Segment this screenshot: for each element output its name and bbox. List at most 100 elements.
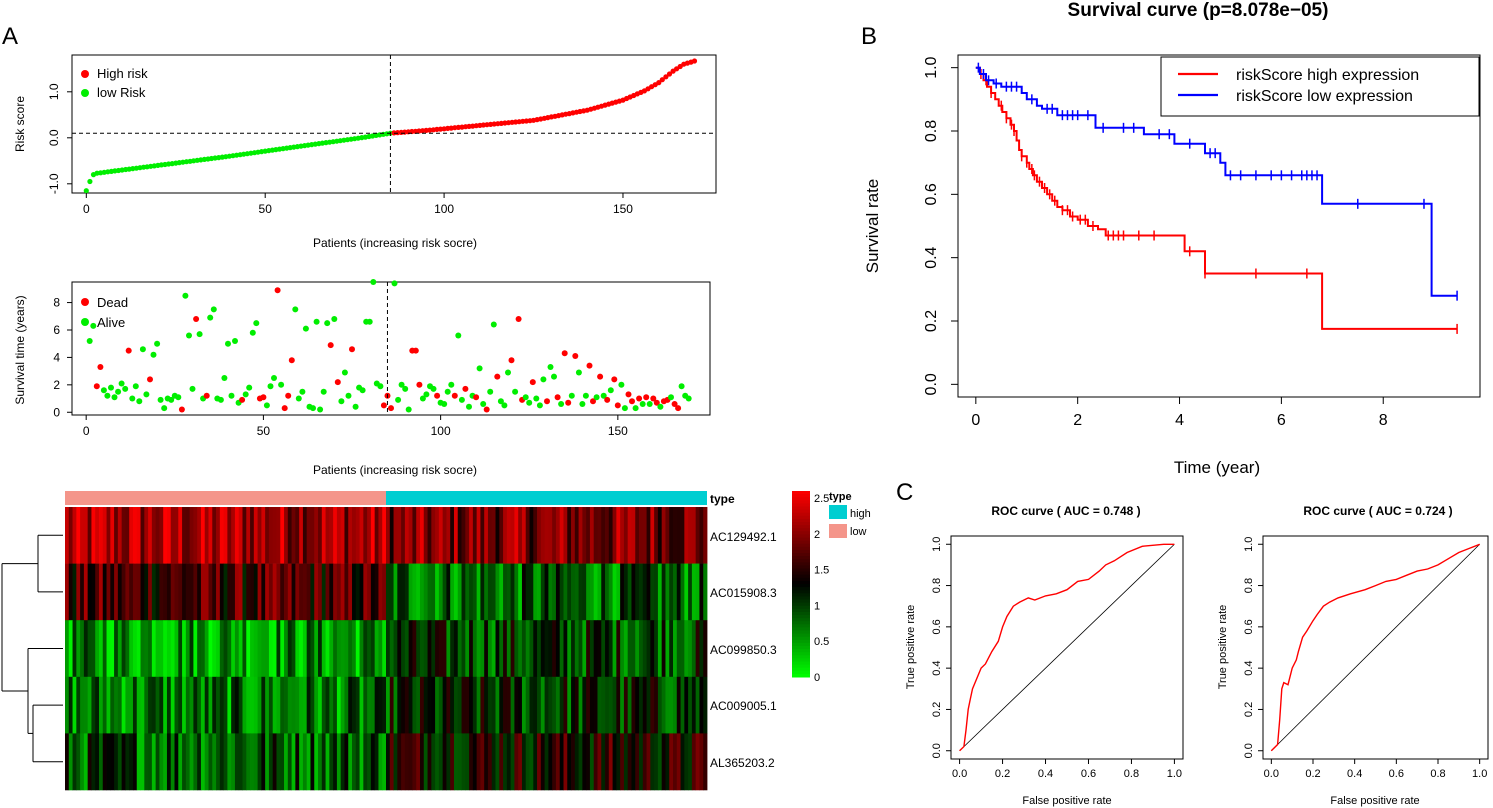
heatmap-cell <box>148 620 153 678</box>
heatmap-cell <box>506 676 512 734</box>
heatmap-cell <box>552 620 557 678</box>
heatmap-cell <box>612 676 617 734</box>
heatmap-cell <box>646 676 651 734</box>
heatmap-cell <box>114 507 119 564</box>
status-point <box>334 379 341 386</box>
heatmap-cell <box>397 733 402 791</box>
heatmap-cell <box>627 620 632 678</box>
heatmap-cell <box>472 733 478 791</box>
heatmap-cell <box>87 620 92 678</box>
heatmap-cell <box>665 733 670 791</box>
heatmap-cell <box>631 676 636 734</box>
heatmap-cell <box>639 676 644 734</box>
heatmap-cell <box>257 507 262 564</box>
heatmap-cell <box>268 676 274 734</box>
heatmap-cell <box>552 733 557 791</box>
heatmap-cell <box>185 563 191 621</box>
heatmap-cell <box>178 563 183 621</box>
colorbar-step <box>792 509 810 514</box>
heatmap-cell <box>393 507 398 564</box>
heatmap-cell <box>703 733 708 791</box>
heatmap-cell <box>442 563 447 621</box>
heatmap-cell <box>642 507 647 564</box>
status-point <box>561 350 568 357</box>
heatmap-cell <box>495 676 500 734</box>
status-point <box>614 402 621 409</box>
heatmap-cell <box>80 563 85 621</box>
status-point <box>572 353 579 359</box>
survival-xtick-label: 2 <box>1073 412 1082 429</box>
heatmap-cell <box>212 676 217 734</box>
heatmap-cell <box>386 563 391 621</box>
colorbar-step <box>792 503 810 507</box>
heatmap-cell <box>284 563 289 621</box>
heatmap-cell <box>574 507 579 564</box>
heatmap-cell <box>250 563 255 621</box>
heatmap-cell <box>673 676 678 734</box>
heatmap-cell <box>144 620 149 678</box>
heatmap-cell <box>306 733 311 791</box>
colorbar-step <box>792 537 810 542</box>
heatmap-cell <box>684 620 689 678</box>
heatmap-cell <box>589 507 595 564</box>
heatmap-cell <box>465 620 470 678</box>
survival-title: Survival curve (p=8.078e−05) <box>1068 0 1329 21</box>
roc2-xtick-label: 0.6 <box>1389 768 1404 780</box>
heatmap-cell <box>257 563 262 621</box>
colorbar-step <box>792 590 810 594</box>
status-point <box>455 332 462 339</box>
risk-ytick-label: 0.0 <box>47 129 61 146</box>
heatmap-cell <box>80 676 85 734</box>
survival-legend-box <box>1160 56 1480 117</box>
roc2-xlabel: False positive rate <box>1330 795 1419 807</box>
heatmap-cell <box>631 563 636 621</box>
heatmap-cell <box>200 563 206 621</box>
heatmap-cell <box>68 676 73 734</box>
heatmap-cell <box>65 563 70 621</box>
heatmap-cell <box>159 563 164 621</box>
heatmap-cell <box>461 507 466 564</box>
heatmap-cell <box>159 676 164 734</box>
risk-axes: 0 50 100 150 -1.0 0.0 1.0 <box>47 55 716 216</box>
heatmap-cell <box>469 620 474 678</box>
heatmap-cell <box>446 620 451 678</box>
heatmap-cell <box>204 563 209 621</box>
heatmap-cell <box>669 620 674 678</box>
heatmap-cell <box>91 676 96 734</box>
heatmap-cell <box>363 563 368 621</box>
heatmap-cell <box>480 733 485 791</box>
heatmap-cell <box>276 563 281 621</box>
heatmap-cell <box>238 563 243 621</box>
heatmap-cell <box>72 620 77 678</box>
heatmap-cell <box>359 507 364 564</box>
heatmap-cell <box>616 733 621 791</box>
heatmap-cell <box>499 563 504 621</box>
heatmap-cell <box>378 507 383 564</box>
heatmap-cell <box>144 507 149 564</box>
status-xlabel: Patients (increasing risk socre) <box>313 463 477 477</box>
heatmap-cell <box>231 563 236 621</box>
heatmap-cell <box>555 733 561 791</box>
heatmap-cell <box>574 620 579 678</box>
heatmap-cell <box>518 676 523 734</box>
risk-points <box>83 58 698 194</box>
heatmap-cell <box>234 733 240 791</box>
heatmap-cell <box>208 620 213 678</box>
heatmap-cell <box>136 620 141 678</box>
heatmap-cell <box>548 563 553 621</box>
heatmap-cell <box>216 676 221 734</box>
heatmap-cell <box>136 733 141 791</box>
heatmap-cell <box>642 563 647 621</box>
risk-point <box>656 80 662 86</box>
colorbar-step <box>792 559 810 563</box>
heatmap-cell <box>620 676 625 734</box>
heatmap-cell <box>163 563 168 621</box>
heatmap-cell <box>461 563 466 621</box>
heatmap-cell <box>680 563 685 621</box>
heatmap-cell <box>567 507 572 564</box>
heatmap-cell <box>397 507 402 564</box>
heatmap-cell <box>446 676 451 734</box>
heatmap-cell <box>234 507 240 564</box>
roc-plot-1: ROC curve ( AUC = 0.748 ) 0.0 0.2 0.4 0.6 0.… <box>905 504 1184 807</box>
